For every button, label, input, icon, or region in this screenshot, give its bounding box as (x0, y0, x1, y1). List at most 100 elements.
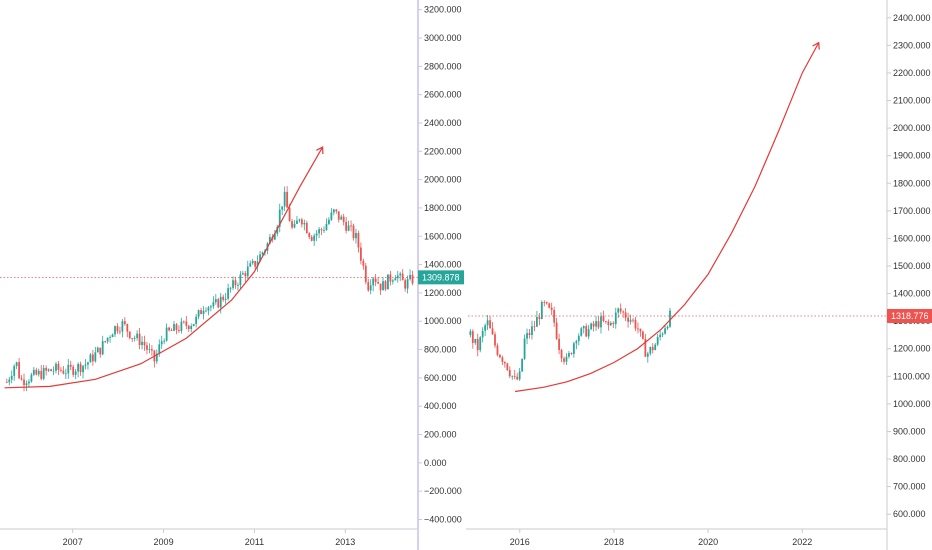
x-tick-label: 2011 (245, 537, 264, 547)
candle-body (617, 308, 620, 313)
candle-body (536, 317, 538, 327)
candle-body (160, 341, 163, 345)
candle-body (28, 381, 30, 384)
candle-body (237, 285, 239, 286)
candle-body (511, 375, 514, 377)
candle-body (146, 345, 148, 350)
candle-body (491, 328, 494, 335)
candle-body (347, 225, 350, 231)
candle-body (320, 229, 323, 231)
candle-body (555, 322, 558, 339)
candle-body (89, 354, 92, 363)
candle-body (538, 317, 541, 319)
y-tick-label: 1900.000 (893, 151, 931, 161)
candle-body (32, 369, 35, 375)
candle-body (372, 278, 375, 286)
candle-body (637, 328, 639, 330)
candle-body (406, 279, 409, 289)
candle-body (521, 358, 524, 372)
left-chart-panel[interactable]: 3200.000 3000.000 2800.000 2600.000 2400.000… (0, 0, 464, 550)
candle-body (469, 331, 472, 335)
candle-body (150, 349, 153, 351)
candle-body (178, 330, 180, 331)
candle-body (190, 325, 193, 330)
candle-body (8, 379, 11, 383)
candle-body (261, 252, 264, 255)
candle-body (136, 333, 139, 338)
candle-body (531, 326, 533, 335)
candle-body (158, 344, 161, 354)
candle-body (553, 310, 556, 323)
candle-body (411, 274, 414, 284)
candle-body (659, 334, 662, 338)
candle-body (283, 191, 286, 207)
x-tick-label: 2020 (698, 537, 718, 547)
candle-body (180, 321, 183, 331)
candle-body (244, 273, 247, 277)
candle-body (47, 369, 50, 371)
y-tick-label: 2200.000 (424, 146, 462, 156)
candle-body (185, 321, 188, 326)
candle-body (399, 273, 402, 276)
candle-body (77, 363, 80, 372)
candle-body (540, 302, 543, 319)
candle-body (364, 265, 367, 282)
candle-body (276, 226, 279, 234)
candle-body (585, 326, 588, 337)
right-chart-panel[interactable]: 2400.000 2300.000 2200.000 2100.000 2000.000… (466, 0, 932, 550)
candle-body (508, 369, 511, 377)
candle-body (506, 363, 509, 370)
candle-body (87, 362, 89, 365)
y-tick-label: 2200.000 (893, 68, 931, 78)
candle-body (234, 280, 237, 286)
trend-arrow-head (316, 146, 324, 155)
candle-body (148, 349, 151, 350)
x-tick-label: 2016 (510, 537, 530, 547)
candle-body (523, 338, 526, 359)
candle-body (342, 216, 345, 222)
candle-body (471, 331, 474, 343)
candle-body (646, 353, 649, 357)
candle-body (42, 367, 45, 379)
trend-curve (514, 42, 820, 393)
candle-body (111, 334, 114, 338)
candle-body (229, 287, 232, 289)
candle-body (369, 285, 372, 291)
candle-body (62, 370, 65, 374)
candle-body (168, 327, 170, 331)
candle-body (494, 334, 496, 346)
y-tick-label: 600.000 (424, 373, 457, 383)
last-price-label: 1318.776 (891, 311, 929, 321)
candle-body (173, 324, 175, 331)
candle-body (612, 322, 615, 325)
candle-body (286, 191, 289, 208)
candle-body (256, 261, 259, 267)
candle-body (602, 316, 605, 322)
x-tick-label: 2009 (154, 537, 174, 547)
candle-body (141, 341, 143, 346)
candle-body (293, 223, 296, 228)
last-price-tag (887, 308, 932, 323)
candle-body (121, 321, 124, 332)
candle-body (60, 369, 62, 371)
candle-body (114, 326, 116, 335)
candle-body (325, 223, 328, 231)
candle-body (577, 335, 580, 342)
y-tick-label: 1000.000 (424, 316, 462, 326)
candle-body (622, 311, 625, 313)
candle-body (335, 209, 338, 212)
candle-body (192, 324, 195, 326)
candle-body (251, 261, 254, 264)
candle-body (656, 337, 659, 345)
candle-body (516, 376, 519, 380)
candle-body (401, 273, 404, 281)
candle-body (627, 317, 629, 322)
candle-body (489, 320, 491, 329)
y-tick-label: 2400.000 (893, 13, 931, 23)
candle-body (548, 303, 551, 308)
y-tick-label: 1400.000 (424, 260, 462, 270)
candles (5, 186, 414, 392)
candle-body (560, 349, 563, 359)
candle-body (5, 382, 8, 383)
